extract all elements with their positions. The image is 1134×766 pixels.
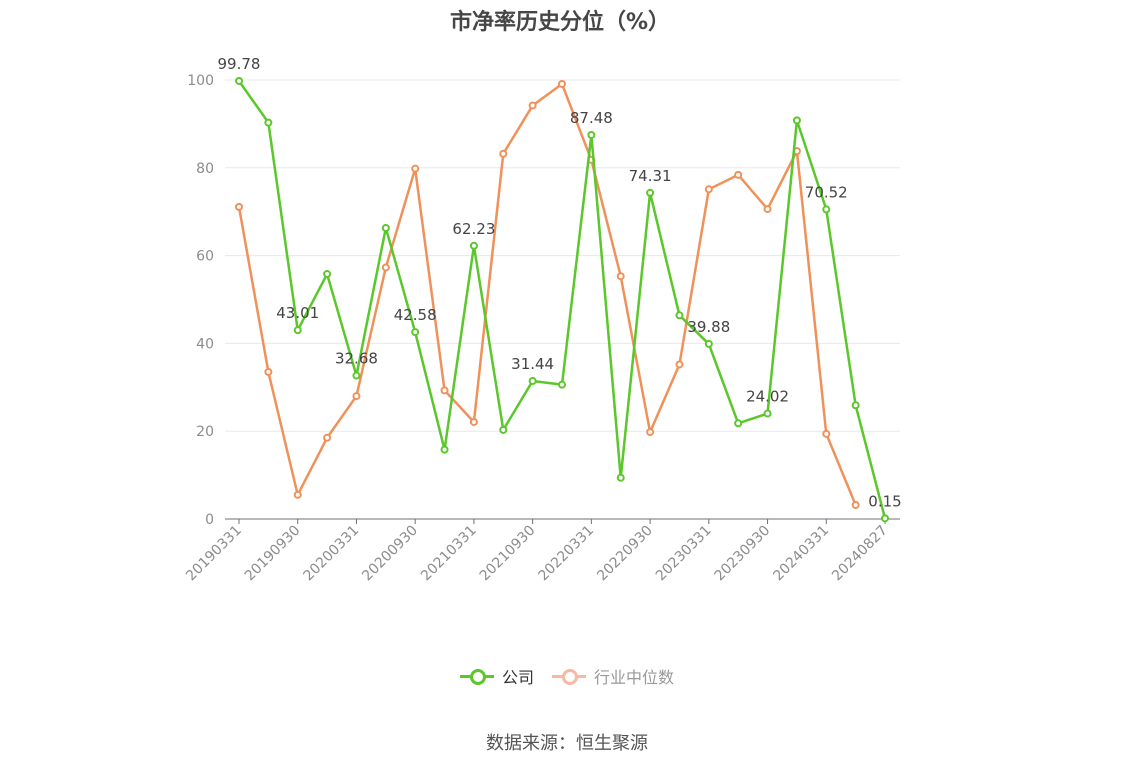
data-point bbox=[499, 149, 508, 158]
data-label: 43.01 bbox=[276, 304, 319, 322]
data-label: 31.44 bbox=[511, 355, 554, 373]
x-tick-label: 20240331 bbox=[770, 523, 832, 585]
x-tick-label: 20230331 bbox=[653, 523, 715, 585]
data-label: 70.52 bbox=[805, 183, 848, 201]
legend-label-industry: 行业中位数 bbox=[594, 668, 675, 687]
x-tick-label: 20200930 bbox=[359, 523, 421, 585]
data-point bbox=[792, 116, 801, 125]
y-tick-label: 80 bbox=[196, 161, 214, 177]
data-point bbox=[734, 170, 743, 179]
x-tick-label: 20200331 bbox=[301, 523, 363, 585]
data-point bbox=[264, 118, 273, 127]
data-point bbox=[675, 360, 684, 369]
data-point bbox=[851, 401, 860, 410]
y-tick-label: 100 bbox=[187, 73, 214, 89]
legend: 公司 行业中位数 bbox=[0, 664, 1134, 688]
grid-lines bbox=[225, 79, 900, 432]
y-tick-label: 0 bbox=[205, 512, 214, 528]
legend-item-company[interactable]: 公司 bbox=[459, 664, 534, 688]
legend-swatch-company bbox=[459, 668, 494, 685]
data-point bbox=[704, 339, 713, 348]
axes: 0 20 40 60 80 100 2019033120190930202003312020… bbox=[183, 73, 900, 584]
x-tick-label: 20210930 bbox=[477, 523, 539, 585]
legend-item-industry[interactable]: 行业中位数 bbox=[552, 664, 674, 688]
series-layer bbox=[235, 76, 889, 523]
data-point bbox=[293, 326, 302, 335]
y-tick-label: 20 bbox=[196, 424, 214, 440]
chart-title: 市净率历史分位（%） bbox=[449, 10, 671, 35]
data-point bbox=[323, 433, 332, 442]
data-label: 32.68 bbox=[335, 350, 378, 368]
data-label: 39.88 bbox=[687, 318, 730, 336]
data-point bbox=[763, 409, 772, 418]
data-point bbox=[734, 419, 743, 428]
data-point bbox=[704, 185, 713, 194]
series-line bbox=[237, 82, 857, 506]
data-point bbox=[469, 417, 478, 426]
data-point bbox=[469, 241, 478, 250]
data-point bbox=[528, 376, 537, 385]
data-point bbox=[558, 380, 566, 389]
data-label: 74.31 bbox=[629, 167, 672, 185]
x-tick-label: 20240827 bbox=[829, 523, 891, 585]
line-chart: 0 20 40 60 80 100 2019033120190930202003312020… bbox=[183, 55, 902, 584]
data-point bbox=[499, 425, 508, 434]
data-point bbox=[675, 311, 684, 320]
data-point bbox=[763, 205, 772, 214]
data-point bbox=[352, 371, 361, 380]
data-label: 0.15 bbox=[868, 492, 901, 510]
data-point bbox=[411, 328, 420, 337]
data-point bbox=[587, 130, 596, 139]
data-point bbox=[440, 386, 449, 395]
data-point bbox=[851, 500, 860, 509]
data-point bbox=[558, 79, 566, 88]
data-point bbox=[646, 428, 655, 437]
data-point bbox=[616, 473, 625, 482]
data-point bbox=[440, 445, 449, 454]
data-point bbox=[235, 202, 243, 211]
data-point bbox=[352, 392, 361, 401]
y-tick-label: 60 bbox=[196, 249, 214, 265]
data-label: 87.48 bbox=[570, 109, 613, 127]
series-industry bbox=[235, 79, 860, 509]
data-point bbox=[822, 205, 831, 214]
data-point bbox=[381, 223, 390, 232]
data-point bbox=[881, 514, 889, 523]
data-label: 99.78 bbox=[218, 55, 261, 73]
data-point bbox=[323, 270, 332, 279]
data-label: 62.23 bbox=[452, 220, 495, 238]
data-point bbox=[616, 272, 625, 281]
data-point bbox=[293, 490, 302, 499]
x-tick-label: 20190930 bbox=[242, 523, 304, 585]
x-tick-label: 20210331 bbox=[418, 523, 480, 585]
data-point bbox=[235, 76, 243, 85]
data-point bbox=[646, 188, 655, 197]
data-point bbox=[264, 367, 273, 376]
y-tick-label: 40 bbox=[196, 336, 214, 352]
data-label: 24.02 bbox=[746, 388, 789, 406]
series-line bbox=[237, 80, 887, 519]
x-tick-label: 20220930 bbox=[594, 523, 656, 585]
x-tick-label: 20230930 bbox=[712, 523, 774, 585]
series-company bbox=[235, 76, 889, 523]
legend-label-company: 公司 bbox=[501, 668, 534, 687]
x-tick-label: 20220331 bbox=[535, 523, 597, 585]
data-point bbox=[381, 263, 390, 272]
data-point bbox=[822, 429, 831, 438]
data-label: 42.58 bbox=[394, 306, 437, 324]
source-note: 数据来源：恒生聚源 bbox=[486, 733, 648, 754]
data-point bbox=[411, 164, 420, 173]
data-point bbox=[528, 101, 537, 110]
data-labels: 99.78 43.01 32.68 42.58 62.23 31.44 87.48 74.31… bbox=[218, 55, 902, 510]
x-tick-label: 20190331 bbox=[183, 523, 245, 585]
legend-swatch-industry bbox=[552, 668, 586, 685]
